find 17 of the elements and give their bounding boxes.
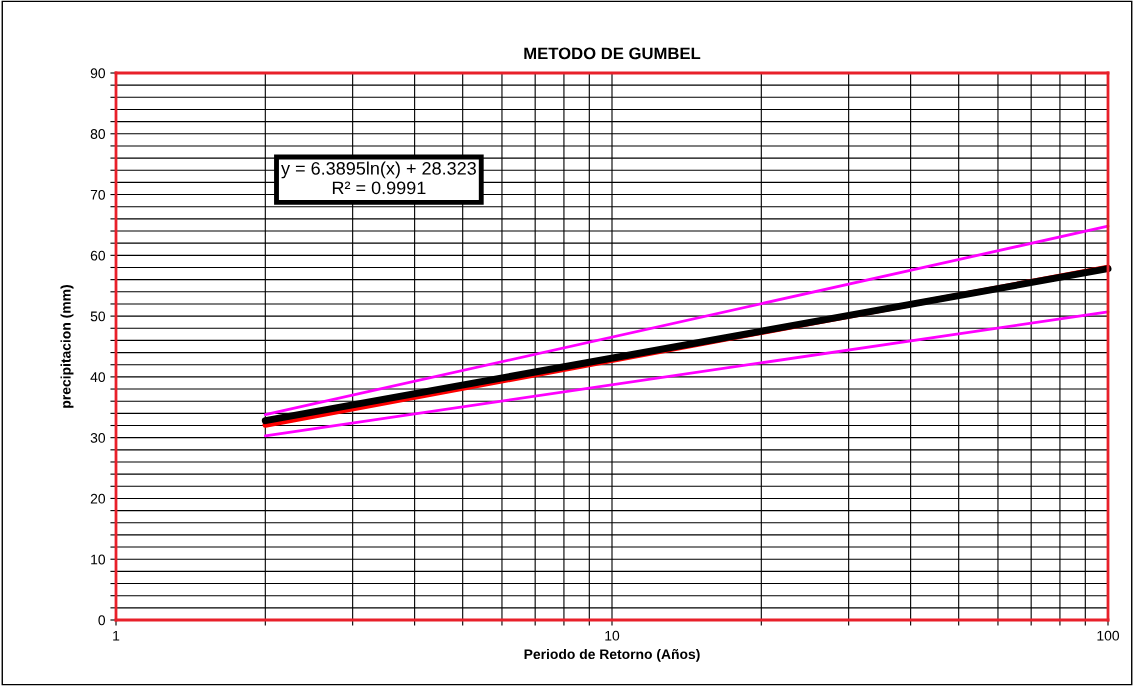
x-tick-label: 100: [1097, 630, 1120, 641]
y-tick-label: 80: [90, 129, 106, 139]
x-axis-title: Periodo de Retorno (Años): [524, 648, 700, 662]
y-tick-label: 40: [90, 372, 106, 383]
y-tick-label: 30: [90, 433, 106, 443]
chart-title: METODO DE GUMBEL: [524, 47, 701, 60]
y-tick-label: 10: [91, 554, 106, 565]
y-tick-label: 90: [90, 68, 106, 79]
y-tick-label: 20: [90, 493, 106, 504]
y-tick-label: 50: [90, 311, 106, 322]
y-tick-label: 0: [98, 615, 106, 626]
y-tick-label: 60: [90, 250, 106, 261]
y-axis-title: precipitacion (mm): [60, 285, 74, 408]
annotation: y = 6.3895ln(x) + 28.323 R² = 0.9991: [281, 161, 476, 195]
y-tick-label: 70: [90, 189, 106, 200]
x-tick-label: 10: [605, 630, 620, 641]
x-tick-label: 1: [113, 630, 120, 641]
